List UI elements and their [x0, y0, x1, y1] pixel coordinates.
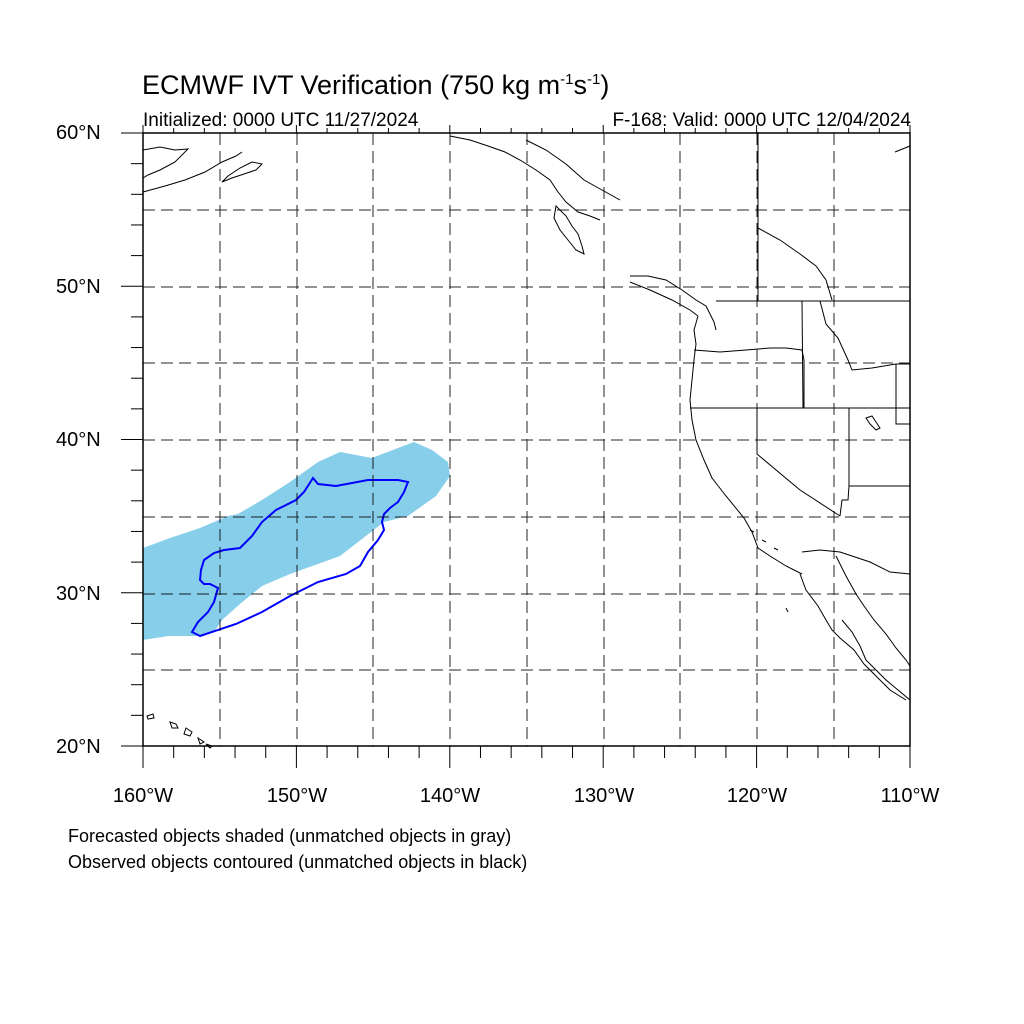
lon-label-160w: 160°W [112, 785, 174, 807]
political-borders [525, 132, 911, 575]
coastlines [142, 135, 911, 749]
lat-label-20n: 20°N [56, 736, 101, 758]
lat-label-40n: 40°N [56, 429, 101, 451]
lat-label-50n: 50°N [56, 276, 101, 298]
forecast-legend-note: Forecasted objects shaded (unmatched obj… [68, 826, 512, 846]
lat-label-60n: 60°N [56, 122, 101, 144]
observed-legend-note: Observed objects contoured (unmatched ob… [68, 852, 528, 872]
lon-label-140w: 140°W [419, 785, 481, 807]
lon-label-150w: 150°W [266, 785, 328, 807]
lon-label-110w: 110°W [880, 785, 940, 807]
initialized-time: Initialized: 0000 UTC 11/27/2024 [143, 110, 419, 131]
grid-lines [143, 133, 910, 746]
lon-label-130w: 130°W [573, 785, 635, 807]
lat-label-30n: 30°N [56, 583, 101, 605]
tick-marks [121, 125, 911, 768]
valid-time: F-168: Valid: 0000 UTC 12/04/2024 [612, 110, 911, 131]
lon-label-120w: 120°W [726, 785, 788, 807]
map-title: ECMWF IVT Verification (750 kg m-1s-1) [142, 70, 610, 100]
observed-object-contour [190, 476, 410, 638]
